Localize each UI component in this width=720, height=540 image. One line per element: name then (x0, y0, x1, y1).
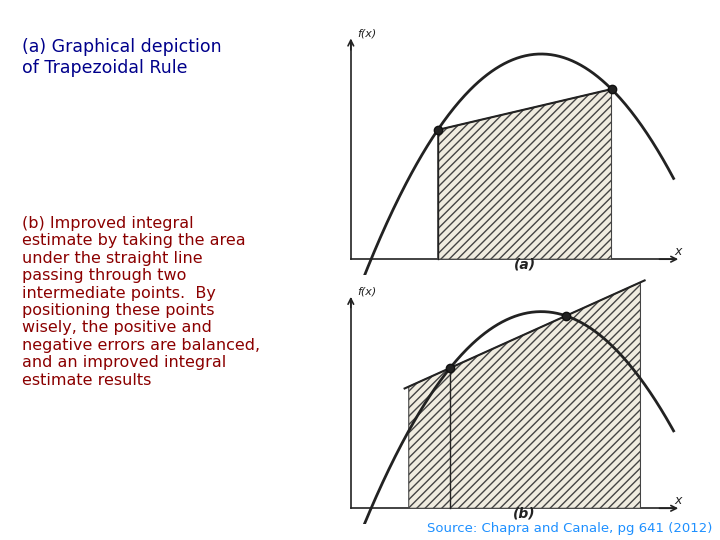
Polygon shape (409, 282, 641, 508)
Text: f(x): f(x) (357, 28, 377, 38)
Text: (b) Improved integral
estimate by taking the area
under the straight line
passin: (b) Improved integral estimate by taking… (22, 216, 260, 388)
Text: (b): (b) (513, 507, 536, 521)
Polygon shape (438, 89, 611, 259)
Text: x: x (674, 494, 681, 507)
Text: Source: Chapra and Canale, pg 641 (2012): Source: Chapra and Canale, pg 641 (2012) (428, 522, 713, 535)
Text: f(x): f(x) (357, 286, 377, 296)
Text: (a) Graphical depiction
of Trapezoidal Rule: (a) Graphical depiction of Trapezoidal R… (22, 38, 221, 77)
Text: x: x (674, 245, 681, 258)
Text: (a): (a) (513, 258, 536, 272)
